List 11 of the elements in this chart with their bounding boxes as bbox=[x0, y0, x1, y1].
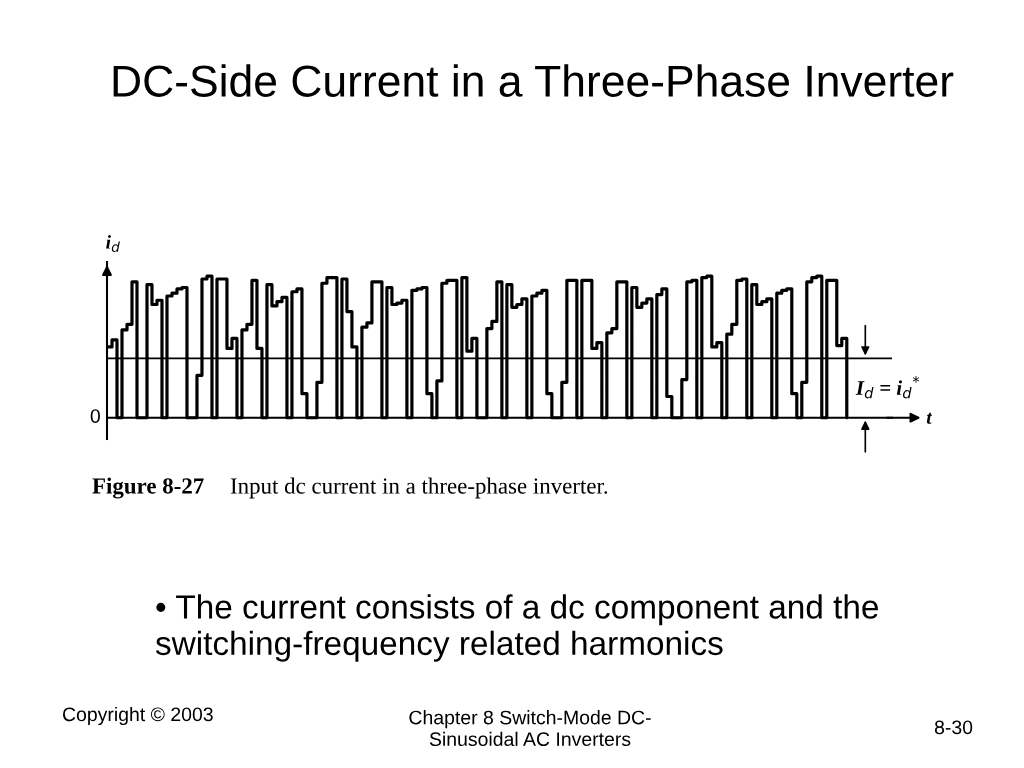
x-axis-title: t bbox=[926, 412, 933, 424]
legend-label: I$_{d}$ = i$_{d}$$^{*}$ bbox=[855, 375, 920, 399]
text: Input dc current in a three-phase inverter. bbox=[230, 477, 608, 499]
text: • The current consists of a dc component and the switching-frequency related harmonics bbox=[155, 594, 878, 662]
text: Copyright © 2003 bbox=[62, 706, 213, 726]
chart-title: DC-Side Current in a Three-Phase Inverter bbox=[113, 64, 954, 97]
text: 8-30 bbox=[934, 720, 973, 735]
text: 0 bbox=[90, 409, 100, 423]
y-axis-title: i$_{d}$ bbox=[106, 235, 120, 252]
text: Chapter 8 Switch-Mode DC- Sinusoidal AC Inverters bbox=[409, 710, 651, 747]
caption: Figure 8-27 bbox=[92, 477, 204, 499]
